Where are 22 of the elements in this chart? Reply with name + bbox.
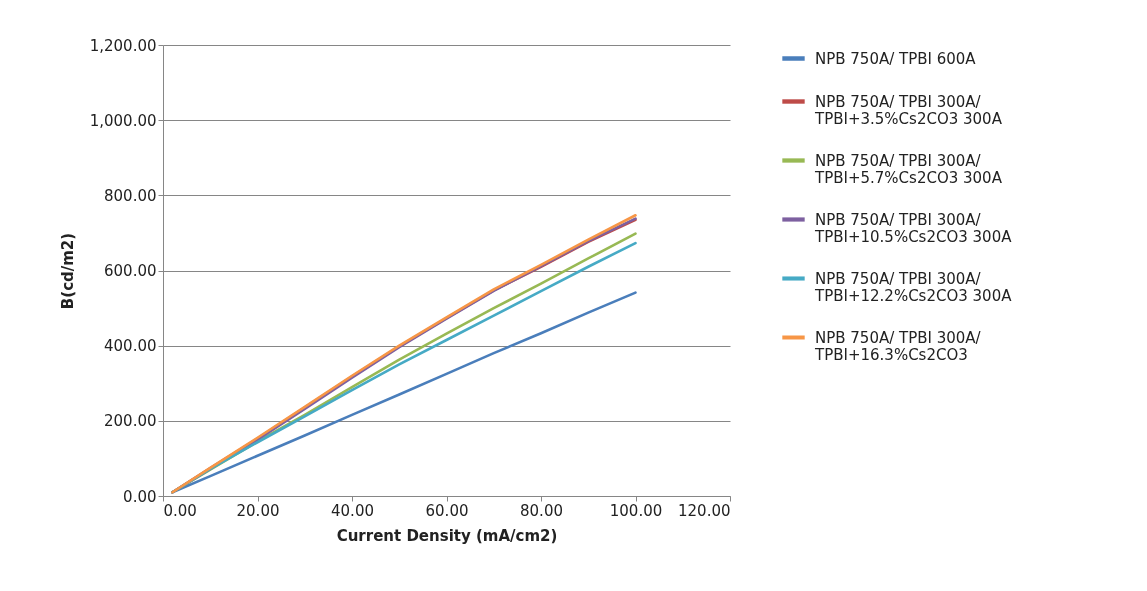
legend-label: NPB 750A/ TPBI 600A [815,49,977,68]
y-tick-label: 1,000.00 [89,111,157,130]
x-tick-label: 40.00 [331,501,374,520]
y-tick-label: 0.00 [123,487,157,506]
x-tick-label: 100.00 [609,501,663,520]
y-tick-label: 1,200.00 [89,36,157,55]
x-tick-label: 80.00 [520,501,563,520]
legend-label: NPB 750A/ TPBI 300A/ TPBI+3.5%Cs2CO3 300A [814,92,1003,128]
legend-label: NPB 750A/ TPBI 300A/ TPBI+12.2%Cs2CO3 300A [814,269,1013,305]
x-tick-label: 60.00 [425,501,469,520]
legend-label: NPB 750A/ TPBI 300A/ TPBI+16.3%Cs2CO3 [814,328,982,364]
x-tick-label: 120.00 [678,501,731,520]
y-axis-title: B(cd/m2) [58,232,77,310]
x-tick-label: 0.00 [163,501,197,520]
y-tick-label: 200.00 [104,412,157,431]
legend-label: NPB 750A/ TPBI 300A/ TPBI+10.5%Cs2CO3 300A [814,210,1013,246]
y-tick-label: 600.00 [104,262,157,280]
y-tick-label: 800.00 [104,186,157,205]
x-tick-label: 20.00 [236,501,280,520]
legend-label: NPB 750A/ TPBI 300A/ TPBI+5.7%Cs2CO3 300A [814,151,1003,187]
x-axis-title: Current Density (mA/cm2) [336,526,558,545]
y-tick-label: 400.00 [104,337,157,356]
